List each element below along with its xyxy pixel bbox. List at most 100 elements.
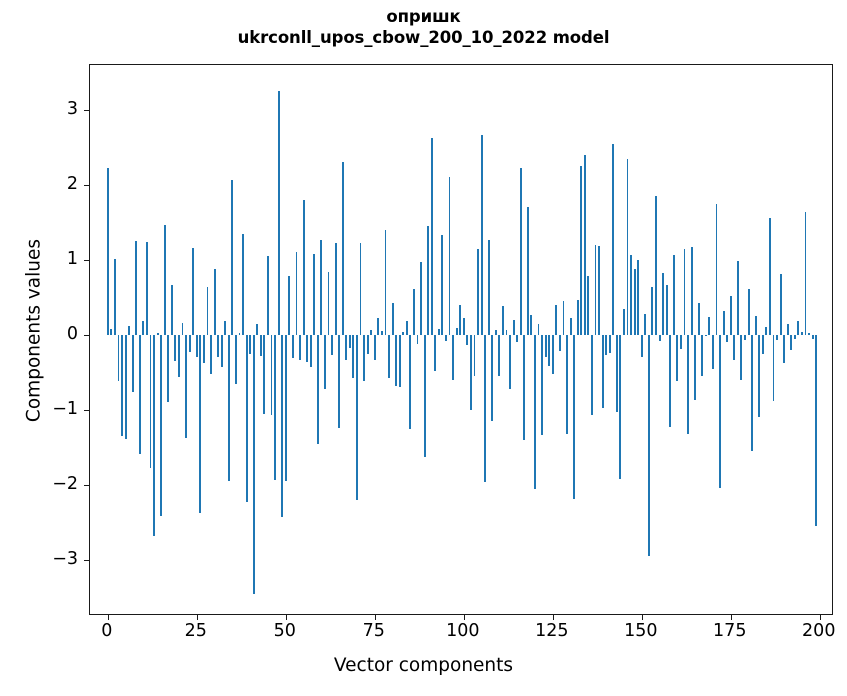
bar: [412, 289, 415, 335]
bar: [309, 334, 312, 368]
y-axis-tick-label: −2: [52, 473, 78, 494]
bar: [722, 310, 725, 335]
x-axis-tick-labels: 0 25 50 75 100 125 150 175 200: [0, 621, 847, 651]
bar: [498, 334, 501, 377]
bar: [263, 334, 266, 414]
bar: [704, 334, 707, 337]
bar: [808, 333, 811, 335]
bar: [124, 334, 127, 440]
bar: [626, 158, 629, 335]
bar: [701, 334, 704, 377]
bar: [167, 334, 170, 403]
bar: [637, 259, 640, 335]
bar: [377, 318, 380, 335]
bar: [284, 334, 287, 482]
bar: [544, 334, 547, 358]
bar: [548, 334, 551, 367]
x-axis-tick-label: 75: [362, 621, 385, 641]
bar: [477, 248, 479, 335]
bar: [117, 334, 120, 382]
bar: [505, 330, 508, 335]
bar: [437, 328, 440, 335]
bar: [558, 334, 561, 352]
bar: [608, 334, 611, 353]
x-axis-tick: [107, 614, 109, 620]
bar: [224, 321, 227, 335]
bar: [754, 316, 757, 335]
bar: [512, 319, 515, 335]
x-axis-tick-label: 25: [184, 621, 207, 641]
bar: [679, 334, 682, 350]
bar: [801, 331, 803, 335]
bar: [615, 334, 618, 413]
bar: [441, 235, 444, 335]
bar: [106, 168, 109, 335]
bar: [142, 321, 145, 335]
bar: [697, 303, 700, 335]
y-axis-tick: [84, 259, 90, 261]
bar: [242, 234, 244, 335]
bar: [434, 334, 437, 371]
x-axis-tick: [196, 614, 198, 620]
bar: [644, 313, 647, 335]
bar: [274, 334, 277, 480]
bar: [708, 316, 711, 335]
bar: [747, 289, 750, 335]
bar: [427, 226, 430, 335]
bar: [363, 334, 366, 382]
bar: [768, 217, 771, 335]
bar: [462, 317, 465, 335]
bar: [761, 334, 764, 354]
bar: [288, 276, 291, 335]
y-axis-tick-label: −1: [52, 398, 78, 419]
bar: [733, 334, 736, 361]
bar: [370, 330, 373, 335]
x-axis-tick: [463, 614, 465, 620]
bar: [726, 334, 729, 343]
bar: [156, 333, 159, 335]
bar: [811, 334, 814, 340]
chart-title: опришк ukrconll_upos_cbow_200_10_2022 mo…: [0, 6, 847, 48]
bar: [580, 166, 583, 335]
bar: [252, 334, 255, 594]
bar: [623, 308, 625, 335]
bar: [744, 334, 746, 341]
bar: [352, 334, 355, 378]
bar: [181, 322, 184, 335]
bar: [366, 334, 369, 355]
bar: [256, 324, 259, 335]
y-axis-tick: [84, 184, 90, 186]
bar: [131, 334, 134, 392]
bar: [452, 334, 455, 380]
bar: [797, 321, 800, 335]
bar: [113, 259, 116, 335]
bar: [231, 179, 234, 335]
bar: [331, 334, 333, 356]
x-axis-tick-label: 100: [446, 621, 480, 641]
bar: [316, 334, 319, 444]
bar: [270, 334, 273, 416]
x-axis-tick-label: 200: [802, 621, 836, 641]
bar: [295, 251, 298, 335]
bar: [146, 241, 148, 335]
bar: [416, 334, 419, 344]
bar: [541, 334, 544, 435]
bar: [526, 207, 529, 335]
bar: [776, 334, 778, 341]
bar: [185, 334, 188, 438]
x-axis-tick-label: 175: [713, 621, 747, 641]
bar: [338, 334, 341, 428]
bar: [291, 334, 294, 359]
bar: [715, 204, 718, 335]
bar: [388, 334, 390, 379]
bar: [619, 334, 622, 479]
bar: [736, 261, 739, 335]
bar: [469, 334, 472, 410]
y-axis-tick-label: 2: [66, 173, 78, 194]
bar: [630, 255, 633, 335]
bar: [359, 243, 362, 335]
bar: [380, 331, 383, 335]
bar: [669, 334, 672, 428]
bar: [320, 239, 323, 335]
bar: [719, 334, 722, 488]
